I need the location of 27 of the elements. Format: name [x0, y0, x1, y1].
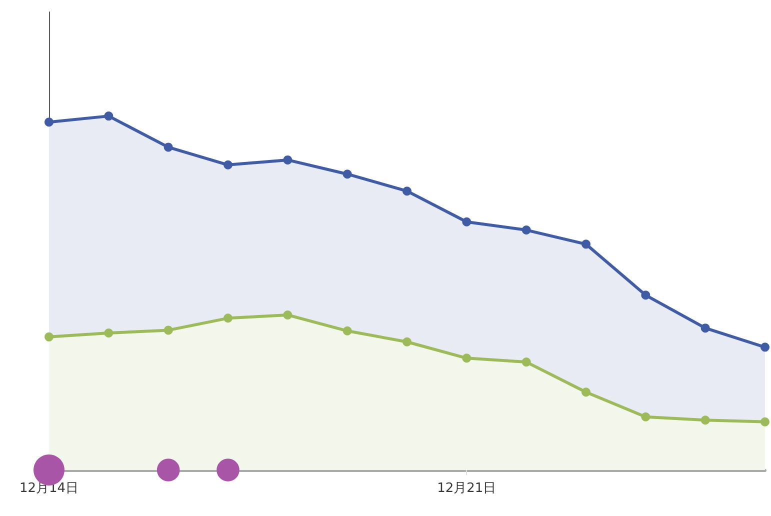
point	[641, 290, 650, 300]
point	[462, 217, 472, 226]
point	[283, 310, 292, 320]
point	[224, 314, 232, 323]
point	[462, 354, 472, 363]
point	[700, 324, 710, 333]
point	[44, 118, 54, 127]
point	[402, 337, 412, 346]
point	[224, 160, 232, 170]
point	[342, 170, 352, 179]
point	[700, 416, 710, 425]
point	[104, 328, 114, 338]
point	[522, 358, 531, 367]
point	[283, 155, 292, 164]
point	[342, 326, 352, 336]
point	[44, 332, 54, 342]
point	[522, 226, 531, 235]
point	[164, 326, 173, 335]
point	[402, 186, 412, 196]
point	[164, 142, 173, 152]
point	[760, 342, 770, 352]
point	[104, 112, 114, 121]
point	[760, 417, 770, 426]
point	[582, 388, 590, 397]
x-tick-label: 12月21日	[437, 481, 496, 496]
point	[582, 240, 590, 249]
point	[641, 412, 650, 422]
